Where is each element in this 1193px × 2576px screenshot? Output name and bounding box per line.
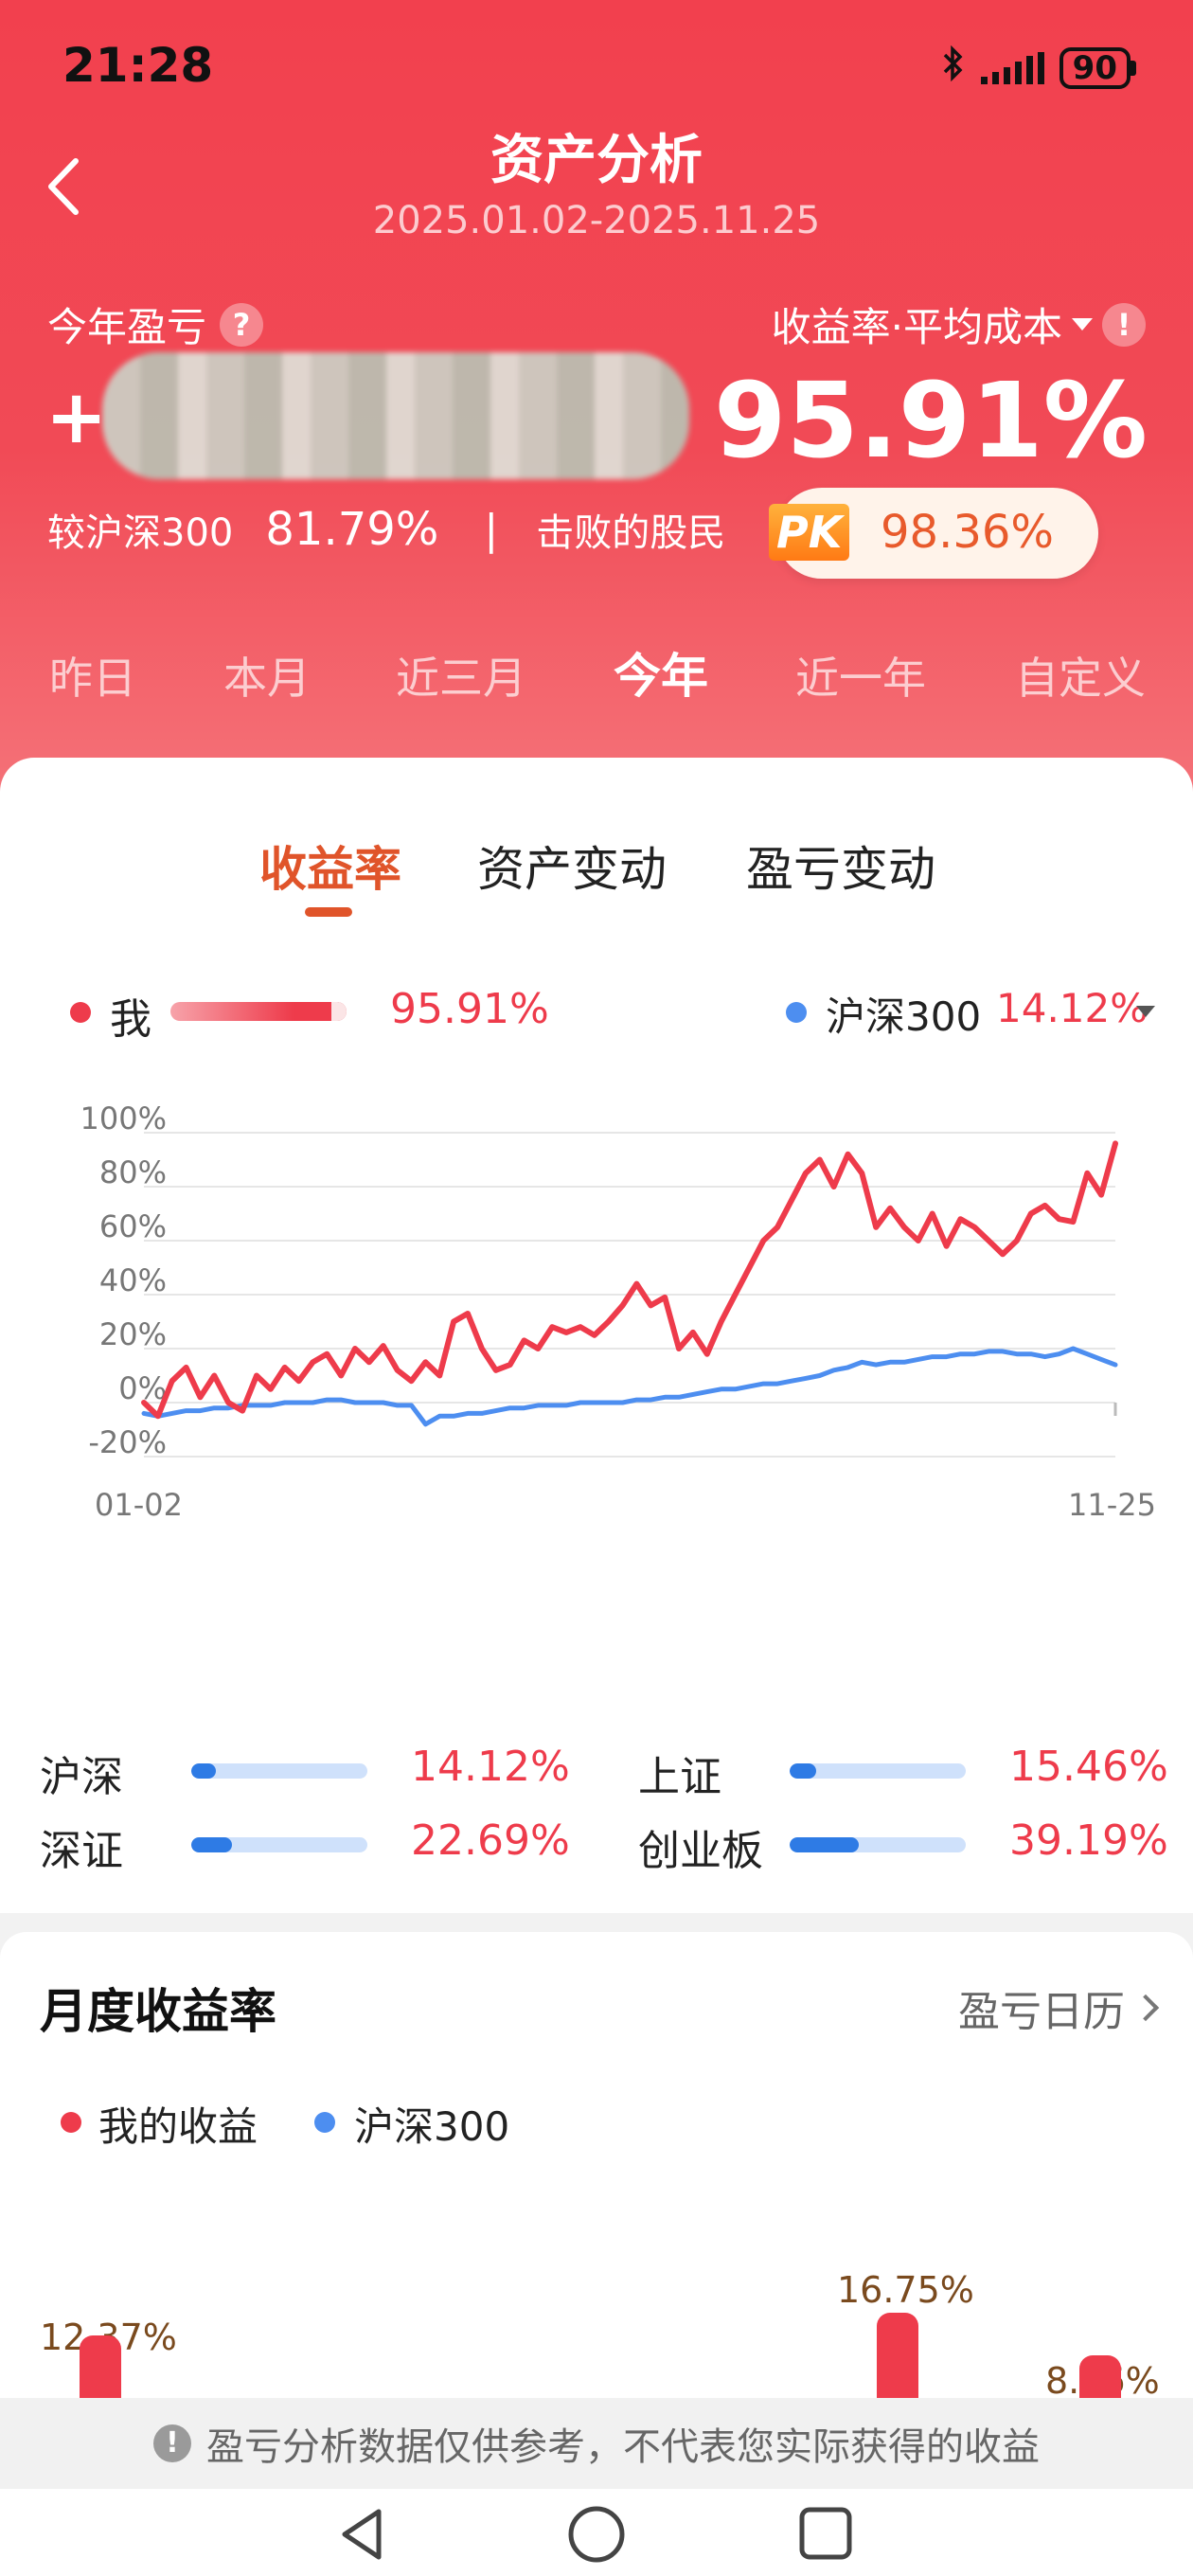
x-tick-label: 01-02	[95, 1487, 183, 1523]
index-name: 沪深	[40, 1753, 123, 1801]
tab-this-year[interactable]: 今年	[614, 649, 708, 704]
month-bar[interactable]	[1079, 2355, 1121, 2398]
my-series-label: 我	[110, 995, 151, 1044]
chart-tabs: 收益率 资产变动 盈亏变动	[0, 832, 1193, 917]
tab-one-year[interactable]: 近一年	[795, 653, 926, 704]
index-return-line	[141, 1346, 1118, 1427]
index-bar	[191, 1837, 367, 1852]
pk-icon: PK	[769, 504, 850, 561]
legend-my-return: 我的收益	[98, 2103, 258, 2150]
battery-icon: 90	[1059, 46, 1136, 89]
my-return-line	[141, 1140, 1118, 1420]
index-series-dot	[786, 1002, 807, 1023]
battery-level: 90	[1059, 46, 1131, 89]
beat-label: 击败的股民	[536, 511, 726, 555]
index-bar	[790, 1837, 966, 1852]
help-icon[interactable]: ?	[220, 302, 264, 347]
tab-return-rate[interactable]: 收益率	[259, 842, 401, 897]
rate-mode-selector[interactable]: 收益率·平均成本 !	[772, 295, 1146, 353]
back-button[interactable]	[38, 153, 95, 220]
index-name: 创业板	[638, 1827, 763, 1875]
x-tick-label: 11-25	[1068, 1487, 1156, 1523]
y-tick-label: 60%	[99, 1208, 167, 1244]
return-chart-card: 收益率 资产变动 盈亏变动 我 95.91% 沪深300 14.12% 100%…	[0, 758, 1193, 1913]
nav-recents-button[interactable]	[797, 2506, 854, 2563]
tab-yesterday[interactable]: 昨日	[49, 653, 136, 704]
status-time: 21:28	[62, 38, 214, 93]
return-rate-value: 95.91%	[713, 360, 1148, 481]
status-bar: 21:28 90	[0, 0, 1193, 133]
index-name: 深证	[40, 1827, 123, 1875]
index-bar	[790, 1763, 966, 1779]
index-series-value: 14.12%	[996, 985, 1148, 1031]
y-tick-label: 100%	[80, 1100, 167, 1136]
tab-three-months[interactable]: 近三月	[396, 653, 526, 704]
my-return-dot	[61, 2112, 81, 2133]
index-value: 39.19%	[1009, 1816, 1168, 1865]
line-chart-svg: 100%80%60%40%20%0%-20%01-02 11-25	[80, 1100, 1156, 1523]
tab-custom[interactable]: 自定义	[1015, 653, 1146, 704]
chevron-right-icon	[1131, 1994, 1160, 2022]
caret-down-icon	[1072, 318, 1093, 331]
pnl-calendar-link[interactable]: 盈亏日历	[958, 1977, 1160, 2038]
index-row: 沪深 14.12% 上证 15.46%	[0, 1743, 1193, 1801]
tab-pnl-change[interactable]: 盈亏变动	[746, 842, 935, 897]
calendar-link-label: 盈亏日历	[958, 1988, 1125, 2036]
y-tick-label: -20%	[88, 1424, 167, 1460]
nav-home-button[interactable]	[566, 2506, 625, 2563]
period-tabs: 昨日 本月 近三月 今年 近一年 自定义	[0, 644, 1193, 710]
info-icon[interactable]: !	[1102, 302, 1146, 347]
tab-asset-change[interactable]: 资产变动	[477, 842, 667, 897]
return-line-chart[interactable]: 100% 80% 60% 40% 20% 0% -20% 01-02 11-25	[0, 1080, 1193, 1534]
status-icons: 90	[941, 45, 1136, 90]
disclaimer-text: 盈亏分析数据仅供参考，不代表您实际获得的收益	[206, 2425, 1040, 2469]
rate-mode-label: 收益率·平均成本	[771, 304, 1062, 350]
beat-value: 98.36%	[881, 506, 1055, 559]
active-tab-indicator	[305, 907, 352, 917]
my-series-value: 95.91%	[390, 985, 549, 1033]
system-nav-bar	[0, 2489, 1193, 2576]
tab-this-month[interactable]: 本月	[223, 653, 311, 704]
y-tick-label: 80%	[99, 1154, 167, 1190]
index-value: 15.46%	[1009, 1743, 1168, 1791]
section-title: 月度收益率	[40, 1984, 276, 2039]
index-bar	[191, 1763, 367, 1779]
legend-index: 沪深300	[354, 2103, 510, 2150]
disclaimer-bar: ! 盈亏分析数据仅供参考，不代表您实际获得的收益	[0, 2398, 1193, 2489]
header: 21:28 90 资产分析 2025.01.02-2025.11.25 今年盈亏…	[0, 0, 1193, 814]
y-tick-label: 20%	[99, 1316, 167, 1352]
benchmark-compare: 较沪深300 81.79% | 击败的股民	[47, 502, 725, 557]
index-value: 22.69%	[411, 1816, 570, 1865]
my-series-bar	[170, 1002, 347, 1021]
divider: |	[484, 505, 499, 554]
caret-down-icon[interactable]	[1136, 1006, 1155, 1017]
vs-label: 较沪深300	[47, 511, 234, 555]
bluetooth-icon	[941, 45, 966, 90]
y-tick-label: 40%	[99, 1262, 167, 1298]
index-selector[interactable]: 沪深300	[826, 993, 982, 1040]
pnl-sign: +	[45, 375, 108, 460]
pnl-label: 今年盈亏 ?	[47, 295, 264, 353]
index-value: 14.12%	[411, 1743, 570, 1791]
month-bar[interactable]	[80, 2335, 121, 2398]
vs-value: 81.79%	[265, 503, 439, 556]
signal-icon	[980, 51, 1044, 84]
info-icon: !	[153, 2424, 191, 2462]
index-name: 上证	[638, 1753, 721, 1801]
bar-label: 16.75%	[837, 2269, 974, 2311]
date-range: 2025.01.02-2025.11.25	[372, 199, 821, 242]
my-series-dot	[70, 1002, 91, 1023]
page-title: 资产分析	[490, 130, 703, 191]
pnl-label-text: 今年盈亏	[47, 304, 207, 350]
index-dot	[314, 2112, 335, 2133]
pnl-amount-blurred	[102, 352, 689, 479]
index-row: 深证 22.69% 创业板 39.19%	[0, 1816, 1193, 1875]
nav-back-button[interactable]	[335, 2506, 392, 2563]
month-bar[interactable]	[877, 2313, 918, 2398]
